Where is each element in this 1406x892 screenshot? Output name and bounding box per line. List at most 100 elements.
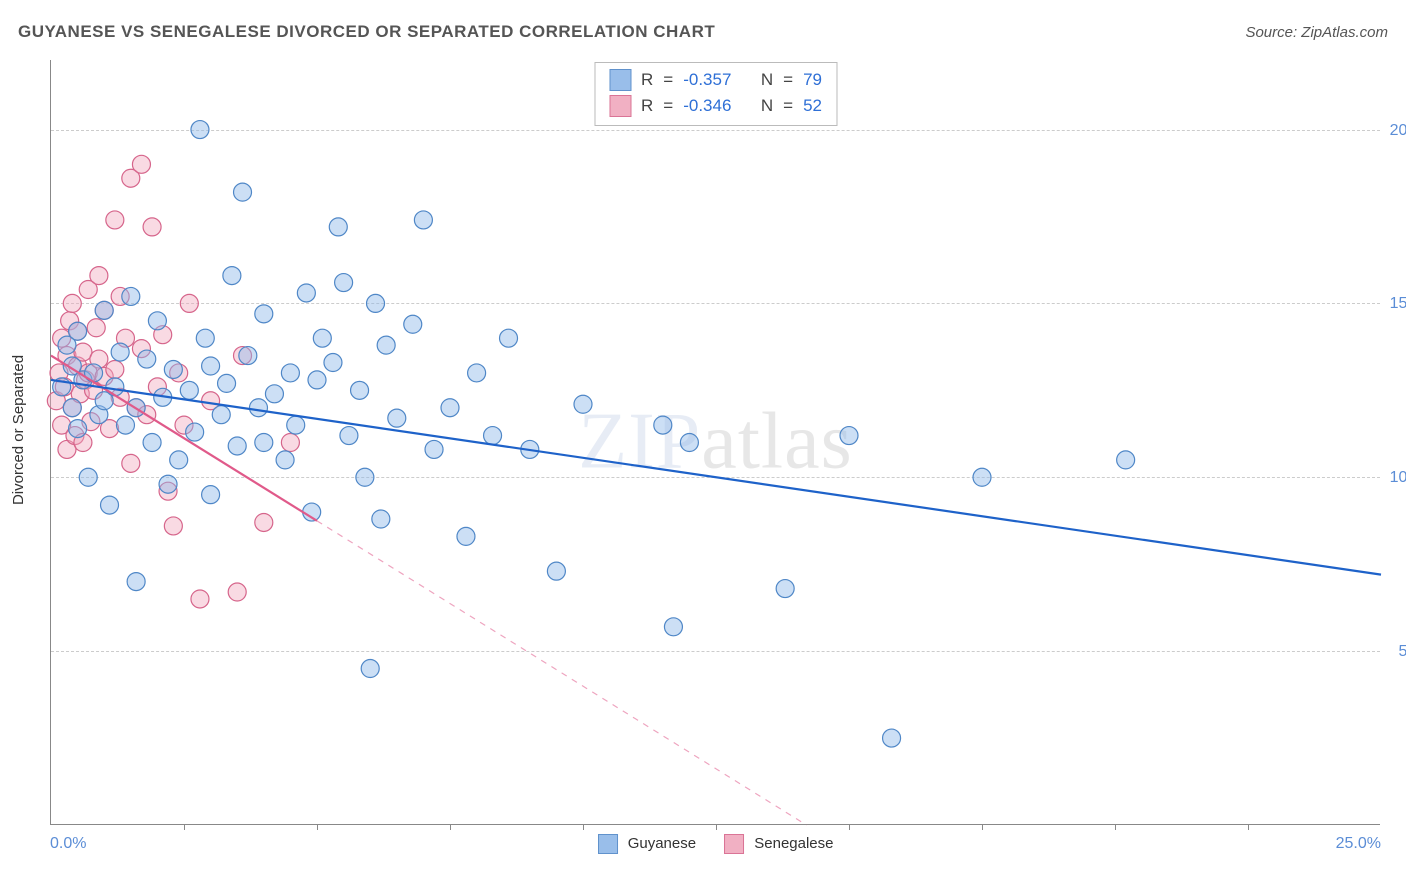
swatch-guyanese	[598, 834, 618, 854]
x-axis-label-right: 25.0%	[1336, 835, 1381, 853]
scatter-point-guyanese	[883, 729, 901, 747]
n-value-senegalese: 52	[803, 93, 822, 119]
scatter-point-guyanese	[228, 437, 246, 455]
scatter-point-guyanese	[202, 357, 220, 375]
scatter-point-guyanese	[95, 301, 113, 319]
scatter-point-guyanese	[297, 284, 315, 302]
eq-label: =	[663, 93, 673, 119]
scatter-point-guyanese	[159, 475, 177, 493]
y-tick-label: 15.0%	[1390, 295, 1406, 313]
y-axis-title: Divorced or Separated	[10, 355, 27, 505]
scatter-point-guyanese	[340, 427, 358, 445]
scatter-point-guyanese	[351, 381, 369, 399]
scatter-point-guyanese	[223, 267, 241, 285]
scatter-point-guyanese	[212, 406, 230, 424]
scatter-point-guyanese	[404, 315, 422, 333]
stats-row-senegalese: R = -0.346 N = 52	[609, 93, 822, 119]
legend-bottom: Guyanese Senegalese	[598, 834, 834, 854]
scatter-point-guyanese	[776, 580, 794, 598]
scatter-point-senegalese	[281, 434, 299, 452]
x-tick	[716, 824, 717, 830]
scatter-point-guyanese	[265, 385, 283, 403]
scatter-point-guyanese	[361, 660, 379, 678]
x-tick	[317, 824, 318, 830]
eq-label: =	[663, 67, 673, 93]
scatter-point-guyanese	[457, 527, 475, 545]
n-label: N	[761, 67, 773, 93]
scatter-point-guyanese	[69, 420, 87, 438]
scatter-point-guyanese	[664, 618, 682, 636]
chart-title: GUYANESE VS SENEGALESE DIVORCED OR SEPAR…	[18, 22, 715, 42]
plot-svg	[51, 60, 1380, 824]
scatter-point-guyanese	[484, 427, 502, 445]
scatter-point-guyanese	[255, 305, 273, 323]
swatch-senegalese	[609, 95, 631, 117]
scatter-point-guyanese	[276, 451, 294, 469]
x-tick	[184, 824, 185, 830]
scatter-point-senegalese	[122, 454, 140, 472]
scatter-point-guyanese	[122, 287, 140, 305]
legend-label-guyanese: Guyanese	[628, 835, 696, 852]
scatter-point-guyanese	[186, 423, 204, 441]
scatter-point-guyanese	[164, 360, 182, 378]
n-value-guyanese: 79	[803, 67, 822, 93]
scatter-point-guyanese	[308, 371, 326, 389]
trendline-guyanese	[51, 380, 1381, 575]
y-tick-label: 20.0%	[1390, 122, 1406, 140]
scatter-point-guyanese	[500, 329, 518, 347]
y-tick-label: 5.0%	[1399, 643, 1406, 661]
scatter-point-senegalese	[87, 319, 105, 337]
scatter-point-guyanese	[329, 218, 347, 236]
scatter-point-guyanese	[218, 374, 236, 392]
scatter-point-guyanese	[196, 329, 214, 347]
n-label: N	[761, 93, 773, 119]
x-tick	[1115, 824, 1116, 830]
scatter-point-guyanese	[356, 468, 374, 486]
x-tick	[583, 824, 584, 830]
scatter-point-guyanese	[414, 211, 432, 229]
scatter-point-guyanese	[377, 336, 395, 354]
scatter-point-guyanese	[335, 274, 353, 292]
scatter-point-senegalese	[191, 590, 209, 608]
scatter-point-senegalese	[228, 583, 246, 601]
eq-label: =	[783, 93, 793, 119]
scatter-point-senegalese	[106, 360, 124, 378]
scatter-point-guyanese	[106, 378, 124, 396]
x-axis-label-left: 0.0%	[50, 835, 86, 853]
scatter-point-senegalese	[255, 513, 273, 531]
scatter-point-guyanese	[116, 416, 134, 434]
scatter-point-guyanese	[138, 350, 156, 368]
scatter-point-guyanese	[441, 399, 459, 417]
scatter-point-senegalese	[63, 294, 81, 312]
scatter-point-guyanese	[239, 347, 257, 365]
scatter-point-guyanese	[425, 440, 443, 458]
r-value-guyanese: -0.357	[683, 67, 731, 93]
scatter-point-senegalese	[132, 155, 150, 173]
scatter-point-guyanese	[313, 329, 331, 347]
scatter-point-guyanese	[170, 451, 188, 469]
scatter-point-guyanese	[468, 364, 486, 382]
scatter-point-guyanese	[143, 434, 161, 452]
x-tick	[450, 824, 451, 830]
scatter-point-senegalese	[143, 218, 161, 236]
scatter-point-guyanese	[234, 183, 252, 201]
scatter-point-senegalese	[90, 267, 108, 285]
x-tick	[1248, 824, 1249, 830]
stats-row-guyanese: R = -0.357 N = 79	[609, 67, 822, 93]
scatter-point-guyanese	[63, 399, 81, 417]
legend-item-guyanese: Guyanese	[598, 834, 697, 854]
x-tick	[849, 824, 850, 830]
scatter-point-guyanese	[69, 322, 87, 340]
scatter-point-guyanese	[367, 294, 385, 312]
scatter-point-guyanese	[111, 343, 129, 361]
r-label: R	[641, 67, 653, 93]
scatter-point-senegalese	[164, 517, 182, 535]
scatter-point-guyanese	[255, 434, 273, 452]
scatter-point-guyanese	[574, 395, 592, 413]
scatter-point-senegalese	[180, 294, 198, 312]
scatter-point-guyanese	[79, 468, 97, 486]
legend-item-senegalese: Senegalese	[724, 834, 833, 854]
scatter-point-guyanese	[973, 468, 991, 486]
swatch-senegalese	[724, 834, 744, 854]
scatter-point-guyanese	[249, 399, 267, 417]
